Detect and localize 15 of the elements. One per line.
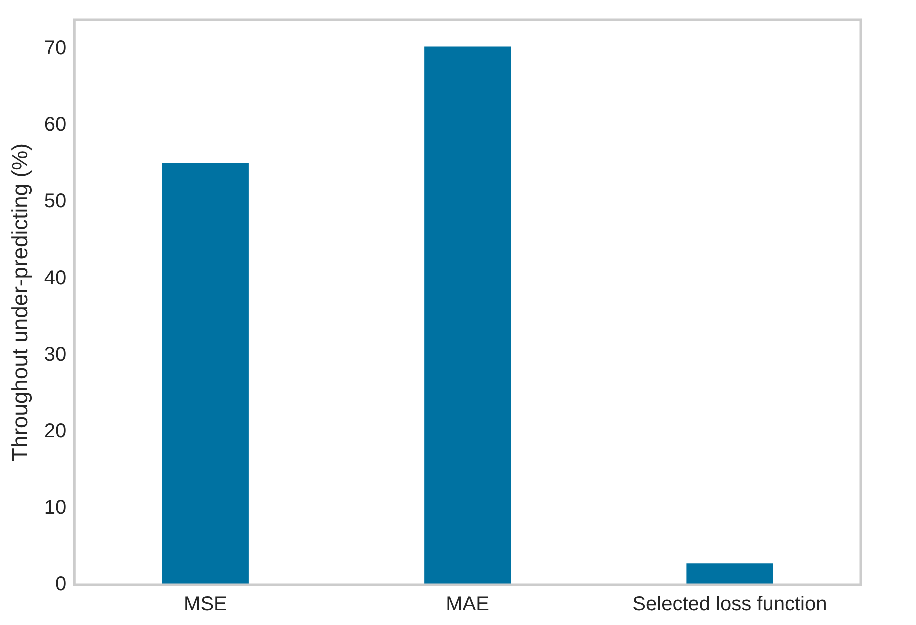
x-tick-label: MAE	[446, 594, 490, 616]
y-tick-label: 50	[44, 190, 67, 213]
bar	[686, 564, 774, 585]
y-tick-label: 40	[44, 267, 67, 290]
y-tick-label: 10	[44, 496, 67, 519]
y-tick-label: 60	[44, 114, 67, 136]
y-tick-label: 20	[44, 420, 67, 442]
y-tick-label: 70	[44, 38, 67, 60]
y-tick-label: 30	[44, 344, 67, 366]
bar	[424, 46, 512, 585]
y-tick-label: 0	[56, 574, 67, 596]
y-axis-title: Throughout under-predicting (%)	[7, 144, 32, 462]
bar	[162, 163, 249, 585]
x-tick-label: MSE	[184, 594, 228, 616]
x-tick-label: Selected loss function	[632, 594, 828, 616]
